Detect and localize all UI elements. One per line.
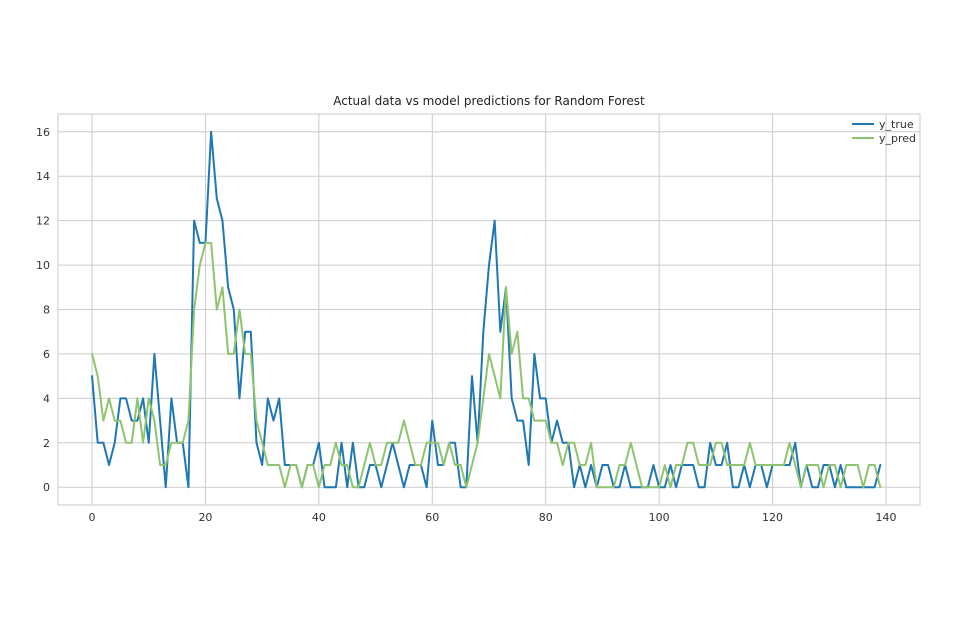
y-tick-label: 12 [36, 215, 50, 228]
series-line-y-pred [91, 241, 882, 489]
y-tick-label: 10 [36, 259, 50, 272]
x-tick-label: 120 [762, 511, 783, 524]
series-line-y-true [91, 130, 882, 489]
x-tick-label: 60 [425, 511, 439, 524]
x-tick-label: 0 [89, 511, 96, 524]
y-tick-label: 14 [36, 170, 50, 183]
chart-title: Actual data vs model predictions for Ran… [333, 94, 645, 108]
axes: 0 20 40 60 80 100 120 140 0 2 4 6 8 10 12 14 16 [36, 113, 921, 524]
legend-label: y_pred [879, 132, 916, 145]
y-tick-label: 16 [36, 126, 50, 139]
x-tick-label: 80 [539, 511, 553, 524]
plot-frame [57, 113, 921, 506]
y-tick-label: 4 [43, 392, 50, 405]
x-tick-label: 40 [312, 511, 326, 524]
y-tick-label: 8 [43, 304, 50, 317]
x-tick-label: 100 [649, 511, 670, 524]
x-tick-label: 140 [875, 511, 896, 524]
x-tick-label: 20 [198, 511, 212, 524]
y-tick-label: 6 [43, 348, 50, 361]
y-tick-label: 0 [43, 481, 50, 494]
legend-label: y_true [879, 118, 914, 131]
y-tick-label: 2 [43, 437, 50, 450]
series-layer [91, 130, 882, 489]
